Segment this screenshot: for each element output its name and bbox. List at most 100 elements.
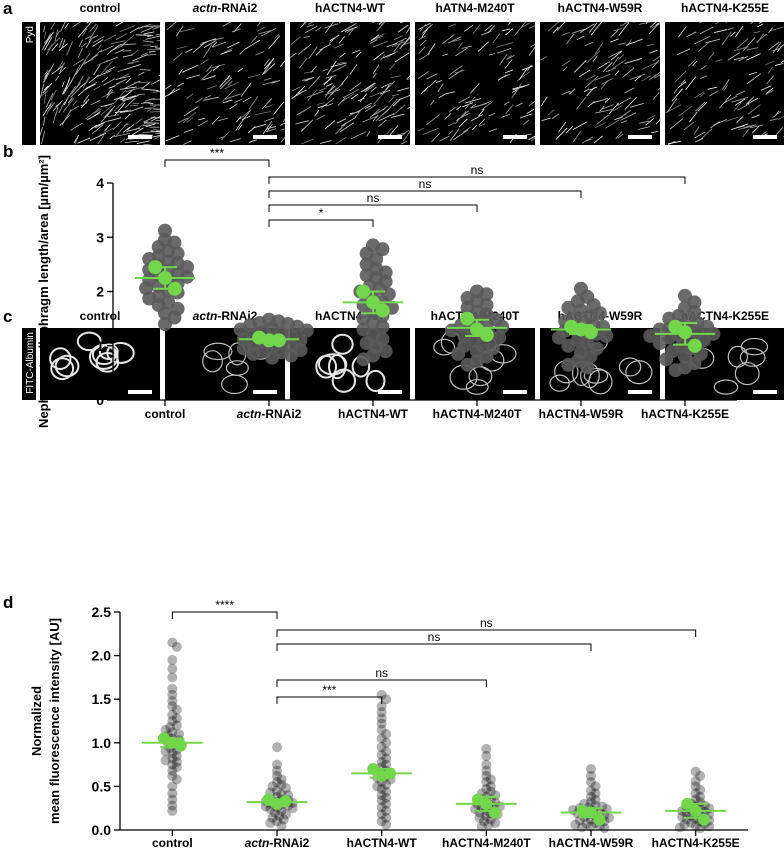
fiber	[206, 65, 213, 73]
fiber	[618, 42, 626, 46]
fiber	[625, 38, 643, 46]
fiber	[314, 110, 320, 117]
data-point	[376, 733, 387, 744]
data-point	[381, 786, 392, 797]
fiber	[369, 90, 385, 98]
fiber	[224, 93, 242, 100]
fiber	[338, 35, 346, 44]
fiber	[565, 126, 574, 134]
fiber	[45, 44, 53, 56]
replicate-mean	[460, 311, 475, 326]
fiber	[222, 99, 233, 104]
y-tick-label: 2.0	[92, 648, 112, 664]
data-point	[659, 352, 674, 367]
fiber	[85, 38, 93, 49]
fiber	[301, 138, 314, 145]
fiber	[633, 22, 637, 23]
data-point	[272, 785, 282, 796]
fiber	[530, 43, 535, 48]
fiber	[566, 33, 575, 45]
fiber	[421, 28, 428, 38]
fiber	[555, 127, 568, 140]
data-point	[674, 822, 685, 833]
significance-label: ns	[375, 666, 388, 680]
fiber	[445, 91, 455, 95]
fiber	[86, 22, 89, 24]
fiber	[342, 89, 359, 99]
fiber	[145, 35, 160, 40]
fiber	[391, 113, 405, 118]
data-point	[265, 350, 280, 365]
fiber	[381, 82, 392, 89]
scale-bar	[378, 135, 402, 139]
fiber	[92, 39, 104, 47]
fiber	[685, 76, 696, 91]
fiber	[738, 55, 749, 62]
fiber	[93, 85, 101, 91]
fiber	[44, 31, 47, 39]
fiber	[420, 88, 427, 94]
fiber	[297, 46, 307, 55]
fiber	[150, 130, 160, 133]
fiber	[772, 47, 782, 52]
fiber	[657, 87, 660, 91]
x-tick-label: actn-RNAi2	[237, 407, 302, 421]
fiber	[128, 60, 140, 64]
fiber	[113, 132, 131, 138]
image-background	[415, 22, 535, 145]
fiber	[219, 75, 231, 88]
fiber	[618, 54, 625, 60]
fiber	[175, 25, 184, 37]
panel-letter: b	[3, 142, 13, 161]
fiber	[547, 109, 555, 116]
cell	[588, 369, 613, 395]
fiber	[47, 37, 61, 51]
y-tick-label: 2	[96, 284, 104, 300]
fiber	[624, 58, 642, 64]
data-point	[474, 812, 485, 823]
fiber	[780, 60, 784, 64]
fiber	[200, 58, 209, 65]
fiber	[651, 130, 659, 134]
fiber	[348, 110, 360, 116]
fiber	[107, 117, 122, 122]
data-point	[167, 672, 178, 683]
data-point	[561, 357, 576, 372]
fiber	[667, 140, 681, 145]
fiber	[629, 73, 646, 81]
fiber	[316, 102, 325, 106]
fiber	[340, 122, 355, 133]
fiber	[645, 22, 648, 24]
fiber	[654, 74, 660, 79]
replicate-mean	[148, 260, 163, 275]
data-point	[167, 727, 178, 738]
fiber	[527, 64, 532, 71]
data-point	[376, 795, 387, 806]
significance-label: ***	[322, 683, 336, 697]
fiber	[245, 39, 261, 50]
fiber	[62, 79, 73, 95]
fiber	[687, 59, 696, 67]
fiber	[428, 79, 437, 88]
fiber	[150, 80, 159, 85]
fiber	[248, 96, 259, 110]
fiber	[253, 124, 267, 129]
fiber	[43, 85, 49, 91]
fiber	[694, 91, 705, 99]
fiber	[152, 128, 160, 131]
data-point	[376, 790, 387, 801]
fiber	[369, 109, 380, 119]
fiber	[110, 40, 126, 45]
fiber	[442, 53, 449, 56]
significance-bracket	[171, 611, 278, 619]
fiber	[104, 102, 114, 107]
fiber	[40, 90, 48, 97]
fiber	[504, 59, 513, 69]
fiber	[273, 101, 285, 115]
fiber	[572, 130, 582, 143]
fiber	[203, 40, 217, 48]
significance-label: ***	[210, 146, 224, 160]
side-label: Pyd	[25, 26, 36, 43]
fiber	[220, 50, 233, 55]
fiber	[512, 85, 526, 91]
